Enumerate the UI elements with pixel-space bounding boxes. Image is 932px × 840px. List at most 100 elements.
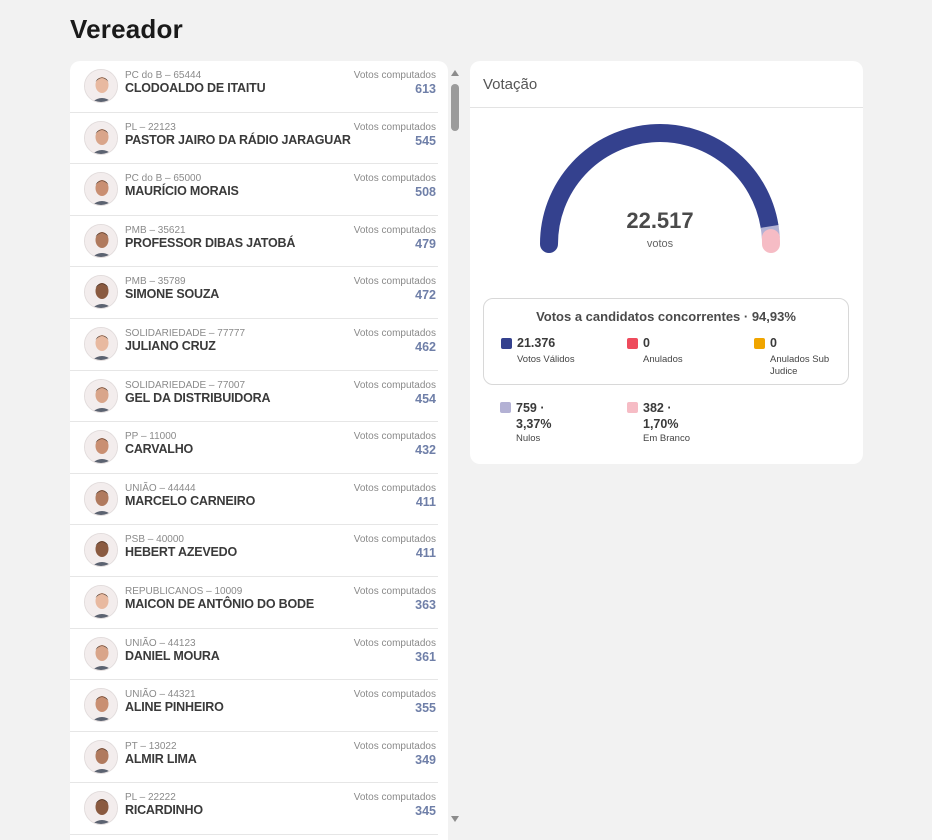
candidate-votes: 613 <box>415 82 436 96</box>
candidate-party: PMB – 35789 <box>125 276 186 288</box>
candidate-avatar <box>84 481 118 516</box>
candidate-avatar <box>84 378 118 413</box>
candidate-name: JULIANO CRUZ <box>125 338 216 353</box>
scroll-down-arrow-icon[interactable] <box>451 816 459 822</box>
person-icon <box>85 224 117 257</box>
candidate-votes: 462 <box>415 339 436 354</box>
person-icon <box>85 431 117 464</box>
stat-sub-judice-value: 0 <box>770 336 777 350</box>
stat-validos-color-swatch <box>501 338 512 349</box>
candidate-name: CARVALHO <box>125 442 194 457</box>
candidate-row[interactable]: PP – 11000 CARVALHO Votos computados 432 <box>70 422 438 474</box>
candidate-row[interactable]: PC do B – 65000 MAURÍCIO MORAIS Votos comp… <box>70 164 438 216</box>
candidate-votes: 349 <box>415 752 436 767</box>
candidate-name: MAURÍCIO MORAIS <box>125 184 239 199</box>
candidate-name: ALINE PINHEIRO <box>125 700 224 715</box>
scroll-thumb[interactable] <box>451 84 459 131</box>
candidate-party: UNIÃO – 44321 <box>125 689 196 701</box>
candidate-list-panel[interactable]: PC do B – 65444 CLODOALDO DE ITAITU Votos … <box>70 61 448 840</box>
candidate-votes: 363 <box>415 597 436 612</box>
candidate-row[interactable]: PC do B – 65444 CLODOALDO DE ITAITU Votos … <box>70 61 438 113</box>
candidate-votes-label: Votos computados <box>353 224 436 236</box>
candidate-votes: 411 <box>415 494 436 509</box>
candidate-row[interactable]: PT – 13022 ALMIR LIMA Votos computados 349 <box>70 732 438 784</box>
candidate-name: SIMONE SOUZA <box>125 287 220 302</box>
candidate-votes-label: Votos computados <box>353 689 436 701</box>
stat-sub-judice-label-line1: Anulados Sub <box>770 354 830 365</box>
votacao-card: Votação 22.517 votos Votos a candidatos … <box>470 61 863 464</box>
scroll-up-arrow-icon[interactable] <box>451 70 459 76</box>
candidate-avatar <box>84 275 118 310</box>
candidate-avatar <box>84 172 118 207</box>
candidate-party: PC do B – 65000 <box>125 173 202 185</box>
candidate-votes: 508 <box>415 185 436 200</box>
gauge-arc-validos <box>540 124 779 253</box>
stat-sub-judice-label-line2: Judice <box>770 366 798 377</box>
person-icon <box>85 482 117 515</box>
person-icon <box>85 534 117 567</box>
candidate-votes: 361 <box>415 649 436 664</box>
candidate-votes-label: Votos computados <box>353 482 436 494</box>
summary-box: Votos a candidatos concorrentes · 94,93%… <box>483 298 849 385</box>
candidate-votes: 472 <box>415 288 436 303</box>
person-icon <box>85 637 117 670</box>
candidate-row[interactable]: UNIÃO – 44321 ALINE PINHEIRO Votos computa… <box>70 680 438 732</box>
candidate-avatar <box>84 430 118 465</box>
stat-nulos-label: Nulos <box>516 433 541 444</box>
candidate-votes-label: Votos computados <box>353 173 436 185</box>
candidate-name: MAICON DE ANTÔNIO DO BODE <box>125 596 314 611</box>
votacao-divider <box>470 107 863 108</box>
candidate-row[interactable]: UNIÃO – 44123 DANIEL MOURA Votos computado… <box>70 629 438 681</box>
gauge-total-votes: 22.517 <box>626 208 694 233</box>
person-icon <box>85 173 117 206</box>
candidate-votes-label: Votos computados <box>353 70 436 81</box>
candidate-party: PL – 22123 <box>125 121 176 133</box>
candidate-votes-label: Votos computados <box>353 792 436 804</box>
person-icon <box>85 585 117 618</box>
vote-gauge <box>540 124 780 253</box>
person-icon <box>85 792 117 825</box>
candidate-name: DANIEL MOURA <box>125 648 220 663</box>
candidate-votes-label: Votos computados <box>353 431 436 443</box>
candidate-row[interactable]: PMB – 35789 SIMONE SOUZA Votos computados 4… <box>70 267 438 319</box>
candidate-row[interactable]: UNIÃO – 44444 MARCELO CARNEIRO Votos compu… <box>70 474 438 526</box>
candidate-name: RICARDINHO <box>125 803 203 818</box>
stat-nulos-percent: 3,37% <box>516 417 552 431</box>
candidate-party: PT – 13022 <box>125 740 177 752</box>
candidate-avatar <box>84 791 118 826</box>
candidate-avatar <box>84 584 118 619</box>
candidate-row[interactable]: PSB – 40000 HEBERT AZEVEDO Votos computado… <box>70 525 438 577</box>
stat-nulos-count: 759 · <box>516 401 545 415</box>
candidate-votes: 432 <box>415 443 436 458</box>
gauge-caption: votos <box>646 238 674 250</box>
stat-brancos-count: 382 · <box>643 401 672 415</box>
candidate-party: PL – 22222 <box>125 792 176 804</box>
candidate-row[interactable]: PL – 22222 RICARDINHO Votos computados 345 <box>70 783 438 835</box>
candidate-row[interactable]: PMB – 35621 PROFESSOR DIBAS JATOBÁ Votos c… <box>70 216 438 268</box>
candidate-avatar <box>84 688 118 723</box>
candidate-party: UNIÃO – 44123 <box>125 637 196 649</box>
candidate-list-scrollbar[interactable] <box>449 66 462 822</box>
candidate-party: PC do B – 65444 <box>125 70 202 81</box>
stat-nulos-color-swatch <box>500 402 511 413</box>
candidate-votes-label: Votos computados <box>353 740 436 752</box>
candidate-row[interactable]: SOLIDARIEDADE – 77007 GEL DA DISTRIBUIDOR… <box>70 371 438 423</box>
candidate-name: HEBERT AZEVEDO <box>125 545 238 560</box>
candidate-party: PP – 11000 <box>125 431 177 443</box>
candidate-votes: 411 <box>415 546 436 561</box>
person-icon <box>85 379 117 412</box>
candidate-row[interactable]: SOLIDARIEDADE – 77777 JULIANO CRUZ Votos c… <box>70 319 438 371</box>
stat-nulos-value: 759 · 3,37% <box>516 400 551 432</box>
candidate-row[interactable]: REPUBLICANOS – 10009 MAICON DE ANTÔNIO DO… <box>70 577 438 629</box>
stat-validos-value: 21.376 <box>517 336 556 350</box>
candidate-row[interactable]: PL – 22123 PASTOR JAIRO DA RÁDIO JARAGUAR… <box>70 113 438 165</box>
stat-brancos-color-swatch <box>627 402 638 413</box>
candidate-votes: 355 <box>415 701 436 716</box>
candidate-votes-label: Votos computados <box>353 327 436 339</box>
candidate-votes-label: Votos computados <box>353 637 436 649</box>
person-icon <box>85 121 117 154</box>
candidate-list: PC do B – 65444 CLODOALDO DE ITAITU Votos … <box>70 61 438 835</box>
person-icon <box>85 740 117 773</box>
candidate-party: UNIÃO – 44444 <box>125 482 196 494</box>
page-title: Vereador <box>70 14 183 44</box>
